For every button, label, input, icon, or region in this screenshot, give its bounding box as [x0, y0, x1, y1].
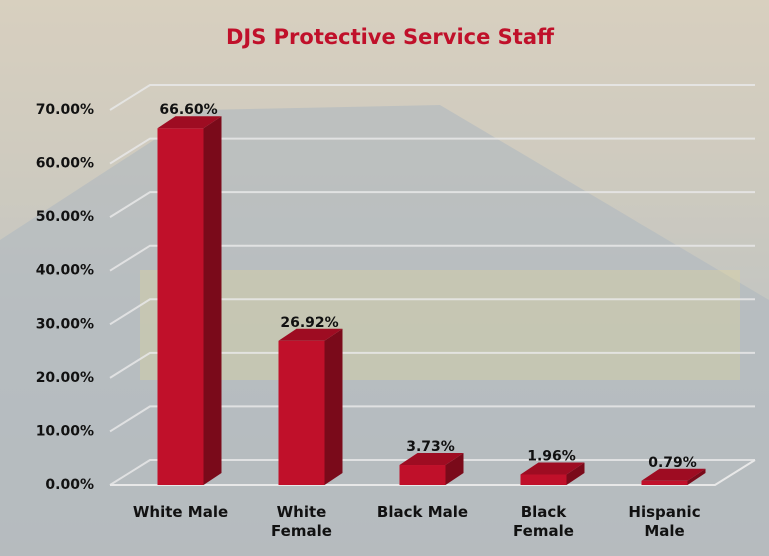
bar-side: [445, 453, 464, 485]
chart-title: DJS Protective Service Staff: [226, 25, 555, 49]
y-tick-label: 30.00%: [36, 316, 94, 332]
y-tick-label: 10.00%: [36, 423, 94, 439]
y-tick-label: 60.00%: [36, 156, 94, 172]
grid-line: [109, 405, 755, 433]
grid-line: [109, 84, 755, 111]
grid-line: [109, 244, 755, 272]
bar-side: [203, 116, 222, 485]
bar-top: [520, 462, 585, 475]
value-label: 3.73%: [406, 439, 455, 455]
grid-line: [109, 191, 755, 218]
bar-top: [278, 328, 343, 341]
value-label: 66.60%: [159, 102, 217, 118]
bar: [641, 480, 688, 485]
bar-side: [566, 462, 585, 485]
x-tick-label: Hispanic Male: [628, 503, 701, 540]
value-label: 26.92%: [280, 315, 338, 331]
bar-top: [399, 453, 464, 466]
value-label: 0.79%: [648, 455, 697, 471]
x-tick-label: White Female: [271, 503, 332, 540]
bar-side: [324, 328, 343, 485]
bar: [520, 474, 567, 485]
x-tick-label: Black Male: [376, 503, 469, 521]
grid-line: [109, 459, 755, 486]
bar: [157, 128, 204, 485]
bar-top: [641, 468, 706, 481]
bar-top: [157, 116, 222, 129]
x-tick-label: White Male: [132, 503, 229, 521]
bar: [278, 340, 325, 485]
grid-line: [109, 351, 755, 379]
grid-line: [109, 137, 755, 165]
y-tick-label: 0.00%: [45, 477, 94, 493]
x-tick-label: Black Female: [513, 503, 574, 540]
barn-sign: [140, 270, 740, 380]
y-tick-label: 70.00%: [36, 102, 94, 118]
y-tick-label: 40.00%: [36, 263, 94, 279]
value-label: 1.96%: [527, 449, 576, 465]
grid-line: [109, 298, 755, 326]
bar-side: [687, 468, 706, 485]
y-tick-label: 50.00%: [36, 209, 94, 225]
y-tick-label: 20.00%: [36, 370, 94, 386]
bar: [399, 465, 446, 485]
